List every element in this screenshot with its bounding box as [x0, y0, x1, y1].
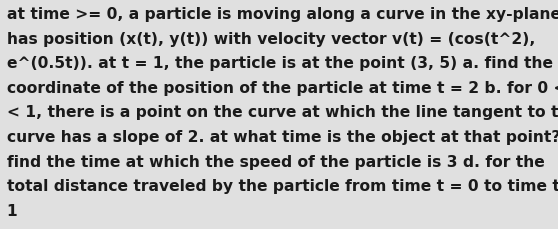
Text: has position (x(t), y(t)) with velocity vector v(t) = (cos(t^2),: has position (x(t), y(t)) with velocity … — [7, 31, 535, 46]
Text: < 1, there is a point on the curve at which the line tangent to the: < 1, there is a point on the curve at wh… — [7, 105, 558, 120]
Text: find the time at which the speed of the particle is 3 d. for the: find the time at which the speed of the … — [7, 154, 545, 169]
Text: at time >= 0, a particle is moving along a curve in the xy-plane: at time >= 0, a particle is moving along… — [7, 7, 558, 22]
Text: coordinate of the position of the particle at time t = 2 b. for 0 < t: coordinate of the position of the partic… — [7, 80, 558, 95]
Text: e^(0.5t)). at t = 1, the particle is at the point (3, 5) a. find the x-: e^(0.5t)). at t = 1, the particle is at … — [7, 56, 558, 71]
Text: total distance traveled by the particle from time t = 0 to time t =: total distance traveled by the particle … — [7, 178, 558, 193]
Text: curve has a slope of 2. at what time is the object at that point? c.: curve has a slope of 2. at what time is … — [7, 129, 558, 144]
Text: 1: 1 — [7, 203, 17, 218]
